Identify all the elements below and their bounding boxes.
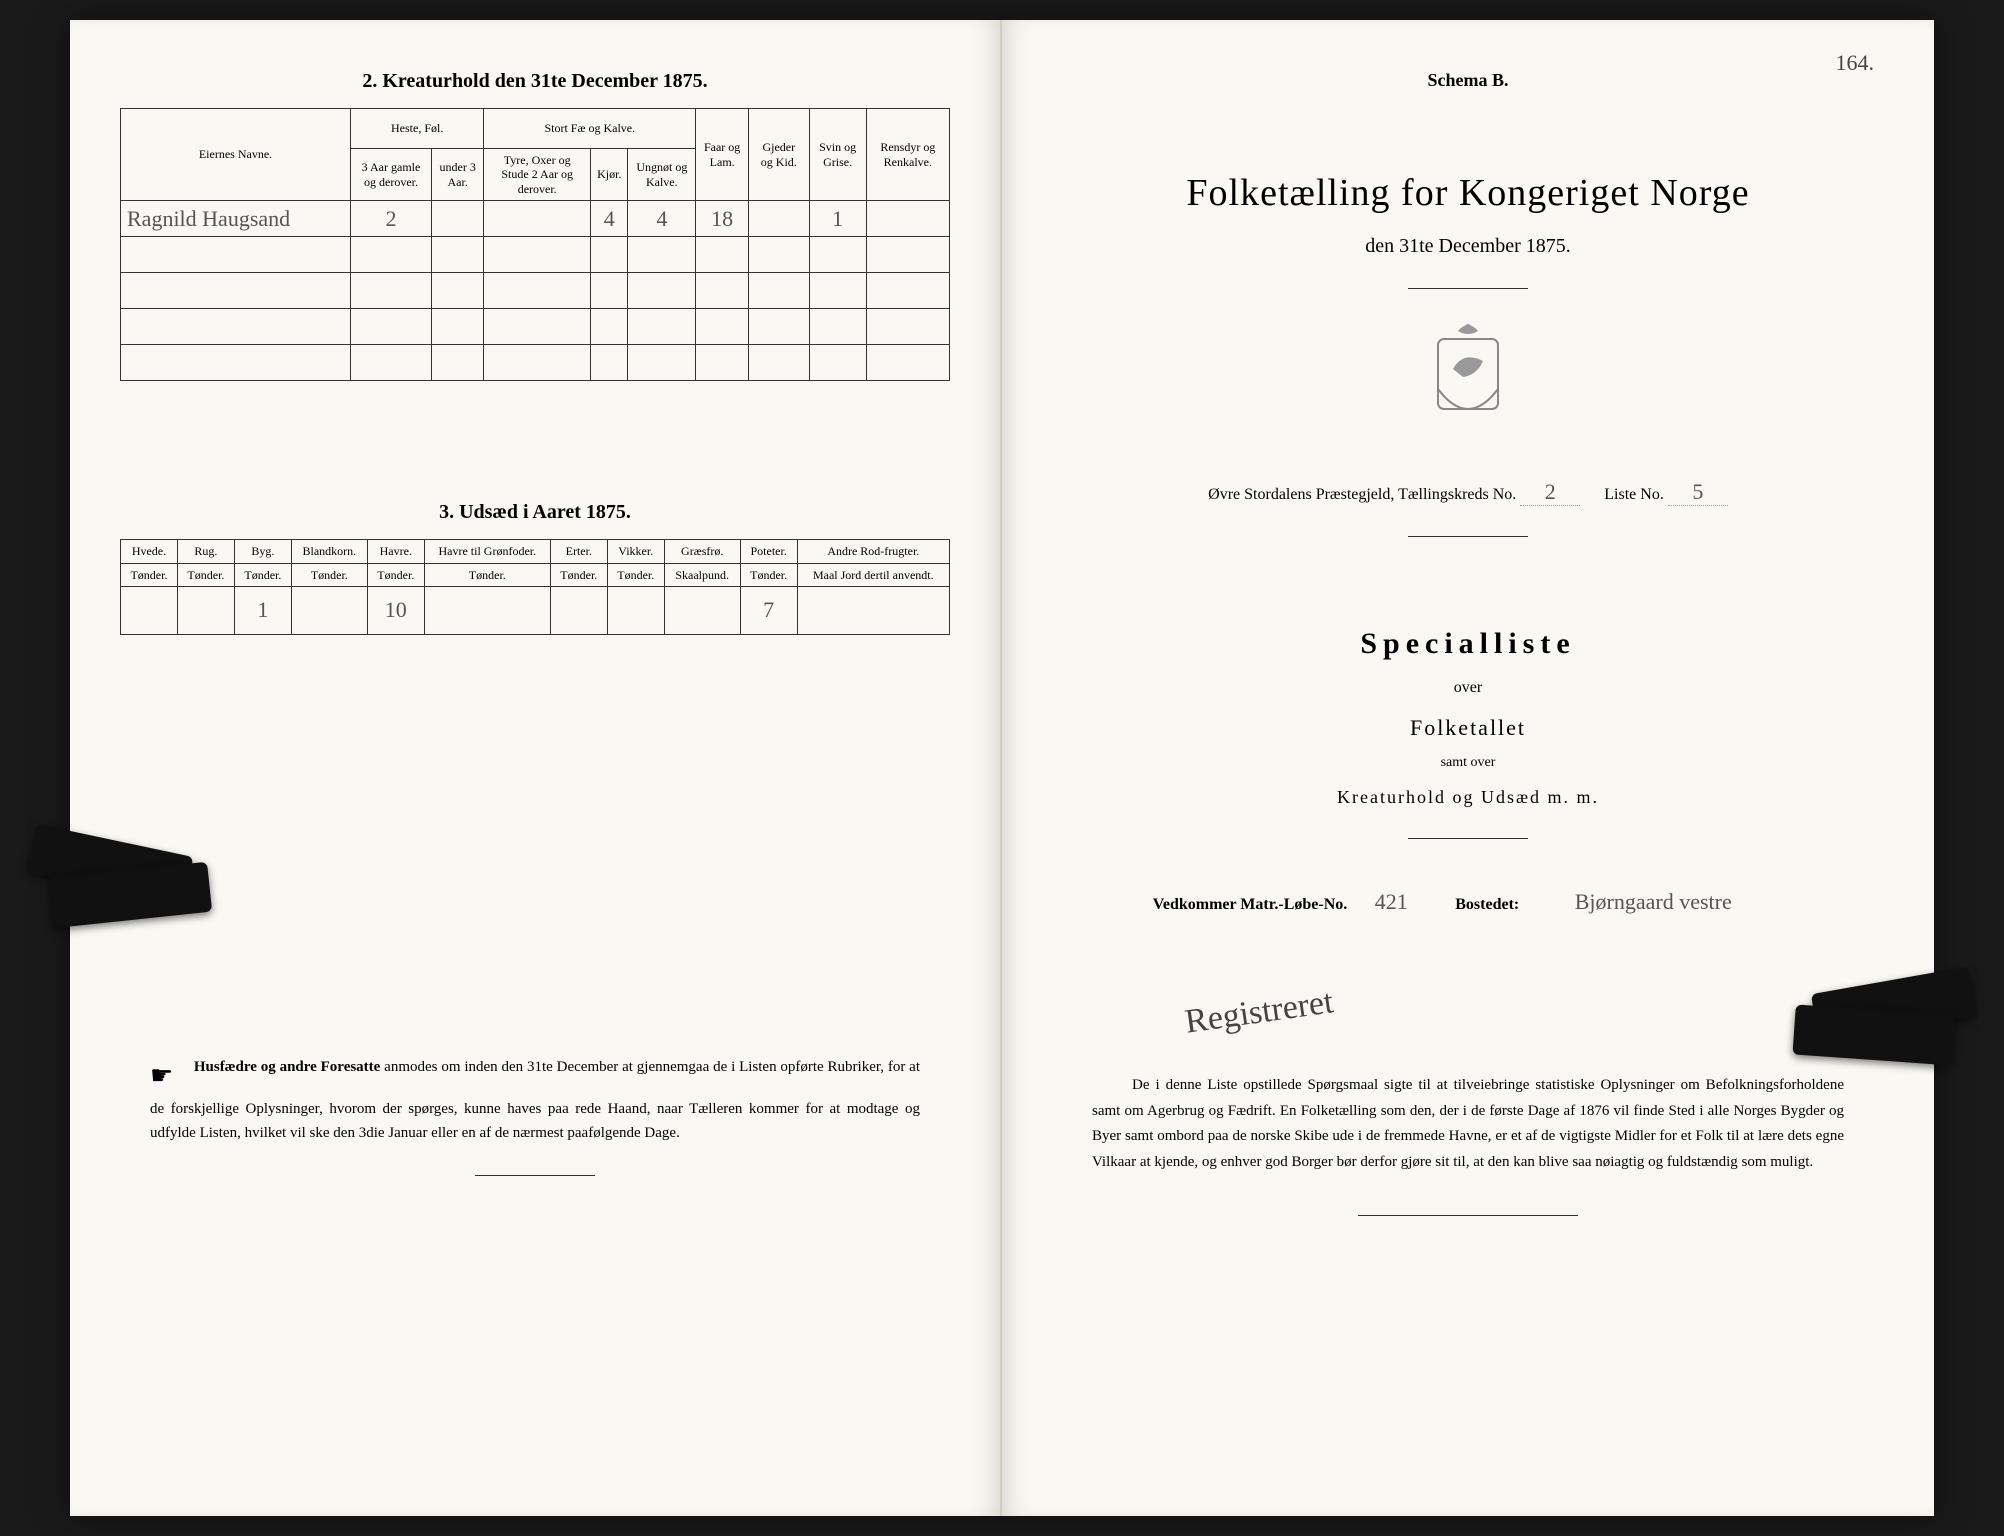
cell xyxy=(664,586,740,634)
th: Hvede. xyxy=(121,540,178,563)
census-title: Folketælling for Kongeriget Norge xyxy=(1052,171,1884,215)
cell: 1 xyxy=(234,586,291,634)
th-goats: Gjeder og Kid. xyxy=(749,109,809,201)
cell xyxy=(749,201,809,237)
pointing-hand-icon: ☛ xyxy=(150,1055,190,1097)
th-unit: Maal Jord dertil anvendt. xyxy=(797,563,949,586)
cell xyxy=(484,201,591,237)
th-unit: Tønder. xyxy=(367,563,424,586)
th-unit: Tønder. xyxy=(740,563,797,586)
cell xyxy=(121,586,178,634)
table3-title: 3. Udsæd i Aaret 1875. xyxy=(120,501,950,524)
th: Havre til Grønfoder. xyxy=(424,540,550,563)
th-reindeer: Rensdyr og Renkalve. xyxy=(866,109,949,201)
th-unit: Tønder. xyxy=(550,563,607,586)
cell: 18 xyxy=(696,201,749,237)
matr-number: 421 xyxy=(1351,889,1431,915)
specialliste-title: Specialliste xyxy=(1052,627,1884,661)
divider xyxy=(1358,1215,1578,1216)
th: Havre. xyxy=(367,540,424,563)
divider xyxy=(1408,536,1528,537)
livestock-table: Eiernes Navne. Heste, Føl. Stort Fæ og K… xyxy=(120,108,950,381)
cell: 2 xyxy=(351,201,432,237)
table-row: 1 10 7 xyxy=(121,586,950,634)
table1-title: 2. Kreaturhold den 31te December 1875. xyxy=(120,70,950,93)
cell xyxy=(866,201,949,237)
coat-of-arms-icon xyxy=(1052,319,1884,449)
page-number: 164. xyxy=(1836,50,1875,76)
seed-table: Hvede. Rug. Byg. Blandkorn. Havre. Havre… xyxy=(120,539,950,635)
cell: 10 xyxy=(367,586,424,634)
cell xyxy=(432,201,484,237)
table-row xyxy=(121,345,950,381)
th-sheep: Faar og Lam. xyxy=(696,109,749,201)
th-owner: Eiernes Navne. xyxy=(121,109,351,201)
divider xyxy=(1408,838,1528,839)
th: Vikker. xyxy=(607,540,664,563)
table-row: Ragnild Haugsand 2 4 4 18 1 xyxy=(121,201,950,237)
cell: 7 xyxy=(740,586,797,634)
th: Erter. xyxy=(550,540,607,563)
matr-line: Vedkommer Matr.-Løbe-No. 421 Bostedet: B… xyxy=(1052,889,1884,915)
bottom-paragraph: De i denne Liste opstillede Spørgsmaal s… xyxy=(1092,1073,1844,1175)
owner-name: Ragnild Haugsand xyxy=(121,201,351,237)
th-sub: under 3 Aar. xyxy=(432,149,484,201)
district-prefix: Øvre Stordalens Præstegjeld, Tællingskre… xyxy=(1208,486,1516,503)
cell: 4 xyxy=(628,201,696,237)
matr-label: Vedkommer Matr.-Løbe-No. xyxy=(1153,896,1348,913)
th-horses: Heste, Føl. xyxy=(351,109,484,149)
census-date: den 31te December 1875. xyxy=(1052,235,1884,258)
th: Andre Rod-frugter. xyxy=(797,540,949,563)
signature: Registreret xyxy=(1183,906,1883,1041)
cell xyxy=(424,586,550,634)
th: Poteter. xyxy=(740,540,797,563)
schema-label: Schema B. xyxy=(1052,70,1884,91)
th-unit: Tønder. xyxy=(234,563,291,586)
cell: 1 xyxy=(809,201,866,237)
left-page: 2. Kreaturhold den 31te December 1875. E… xyxy=(70,20,1002,1516)
bostedet-value: Bjørngaard vestre xyxy=(1523,889,1783,915)
th-cattle: Stort Fæ og Kalve. xyxy=(484,109,696,149)
spec-over: over xyxy=(1052,679,1884,697)
right-page: Schema B. 164. Folketælling for Kongerig… xyxy=(1002,20,1934,1516)
cell xyxy=(177,586,234,634)
kreds-number: 2 xyxy=(1520,479,1580,506)
th-sub: Ungnøt og Kalve. xyxy=(628,149,696,201)
table-row xyxy=(121,273,950,309)
cell xyxy=(550,586,607,634)
table-row xyxy=(121,237,950,273)
th-unit: Tønder. xyxy=(291,563,367,586)
district-line: Øvre Stordalens Præstegjeld, Tællingskre… xyxy=(1052,479,1884,506)
divider xyxy=(1408,288,1528,289)
cell: 4 xyxy=(591,201,628,237)
bostedet-label: Bostedet: xyxy=(1455,896,1519,913)
open-book: 2. Kreaturhold den 31te December 1875. E… xyxy=(70,20,1934,1516)
table-row xyxy=(121,309,950,345)
th-sub: 3 Aar gamle og derover. xyxy=(351,149,432,201)
th-sub: Kjør. xyxy=(591,149,628,201)
th-pigs: Svin og Grise. xyxy=(809,109,866,201)
liste-number: 5 xyxy=(1668,479,1728,506)
th: Blandkorn. xyxy=(291,540,367,563)
th-unit: Skaalpund. xyxy=(664,563,740,586)
spec-kreatur: Kreaturhold og Udsæd m. m. xyxy=(1052,787,1884,808)
divider xyxy=(475,1175,595,1176)
th: Byg. xyxy=(234,540,291,563)
th-sub: Tyre, Oxer og Stude 2 Aar og derover. xyxy=(484,149,591,201)
th-unit: Tønder. xyxy=(177,563,234,586)
footnote: ☛ Husfædre og andre Foresatte anmodes om… xyxy=(120,1055,950,1145)
th-unit: Tønder. xyxy=(121,563,178,586)
spec-samt: samt over xyxy=(1052,755,1884,771)
th: Rug. xyxy=(177,540,234,563)
liste-label: Liste No. xyxy=(1604,486,1664,503)
footnote-lead: Husfædre og andre Foresatte xyxy=(194,1059,381,1075)
th-unit: Tønder. xyxy=(607,563,664,586)
th-unit: Tønder. xyxy=(424,563,550,586)
cell xyxy=(797,586,949,634)
spec-folketal: Folketallet xyxy=(1052,715,1884,741)
cell xyxy=(607,586,664,634)
cell xyxy=(291,586,367,634)
th: Græsfrø. xyxy=(664,540,740,563)
